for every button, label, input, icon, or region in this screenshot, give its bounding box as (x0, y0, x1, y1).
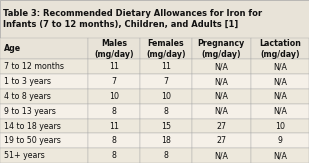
Bar (140, 148, 192, 163)
Bar (88, 74, 140, 89)
Bar (0, 59, 88, 74)
Bar (0, 38, 88, 59)
Bar (0, 89, 88, 104)
Bar (140, 89, 192, 104)
Bar (251, 38, 309, 59)
Text: Table 3: Recommended Dietary Allowances for Iron for
Infants (7 to 12 months), C: Table 3: Recommended Dietary Allowances … (3, 9, 262, 29)
Text: N/A: N/A (273, 77, 287, 86)
Bar (192, 89, 251, 104)
Bar (140, 104, 192, 119)
Bar (0, 148, 88, 163)
Text: 15: 15 (161, 122, 171, 131)
Text: Pregnancy
(mg/day): Pregnancy (mg/day) (198, 39, 245, 59)
Text: 1 to 3 years: 1 to 3 years (4, 77, 51, 86)
Text: 18: 18 (161, 136, 171, 145)
Text: 27: 27 (216, 122, 226, 131)
Bar (192, 148, 251, 163)
Bar (140, 38, 192, 59)
Text: N/A: N/A (273, 62, 287, 71)
Text: 8: 8 (163, 151, 168, 160)
Text: Age: Age (4, 44, 21, 53)
Bar (0, 74, 88, 89)
Bar (140, 74, 192, 89)
Bar (251, 119, 309, 133)
Bar (140, 119, 192, 133)
Bar (88, 148, 140, 163)
Text: 14 to 18 years: 14 to 18 years (4, 122, 61, 131)
Text: 7: 7 (112, 77, 116, 86)
Bar (251, 89, 309, 104)
Bar (0, 133, 88, 148)
Bar (251, 59, 309, 74)
Text: 9: 9 (277, 136, 282, 145)
Text: 11: 11 (161, 62, 171, 71)
Text: Females
(mg/day): Females (mg/day) (146, 39, 186, 59)
Text: 51+ years: 51+ years (4, 151, 44, 160)
Text: 10: 10 (161, 92, 171, 101)
Text: 9 to 13 years: 9 to 13 years (4, 107, 56, 116)
Bar (192, 74, 251, 89)
Text: 8: 8 (163, 107, 168, 116)
Bar (88, 104, 140, 119)
Bar (88, 38, 140, 59)
Bar (251, 104, 309, 119)
Text: N/A: N/A (273, 151, 287, 160)
Text: N/A: N/A (214, 62, 228, 71)
Text: N/A: N/A (214, 77, 228, 86)
Bar (88, 59, 140, 74)
Bar (192, 104, 251, 119)
Bar (88, 133, 140, 148)
Text: 10: 10 (275, 122, 285, 131)
Bar (88, 89, 140, 104)
Bar (192, 59, 251, 74)
Bar (0, 104, 88, 119)
Text: 11: 11 (109, 122, 119, 131)
Text: 10: 10 (109, 92, 119, 101)
Bar (140, 133, 192, 148)
Bar (192, 38, 251, 59)
Bar (140, 59, 192, 74)
Bar (0, 119, 88, 133)
Bar (88, 119, 140, 133)
Text: 8: 8 (112, 136, 116, 145)
Bar (251, 133, 309, 148)
Text: 7 to 12 months: 7 to 12 months (4, 62, 64, 71)
Text: N/A: N/A (214, 107, 228, 116)
Text: Lactation
(mg/day): Lactation (mg/day) (259, 39, 301, 59)
Bar (0, 0, 309, 38)
Text: 8: 8 (112, 107, 116, 116)
Bar (251, 148, 309, 163)
Bar (251, 74, 309, 89)
Text: N/A: N/A (214, 92, 228, 101)
Text: 7: 7 (163, 77, 168, 86)
Text: N/A: N/A (214, 151, 228, 160)
Text: 4 to 8 years: 4 to 8 years (4, 92, 51, 101)
Text: 19 to 50 years: 19 to 50 years (4, 136, 61, 145)
Text: 27: 27 (216, 136, 226, 145)
Text: 11: 11 (109, 62, 119, 71)
Text: N/A: N/A (273, 107, 287, 116)
Text: 8: 8 (112, 151, 116, 160)
Bar (192, 119, 251, 133)
Text: N/A: N/A (273, 92, 287, 101)
Bar (192, 133, 251, 148)
Text: Males
(mg/day): Males (mg/day) (94, 39, 134, 59)
